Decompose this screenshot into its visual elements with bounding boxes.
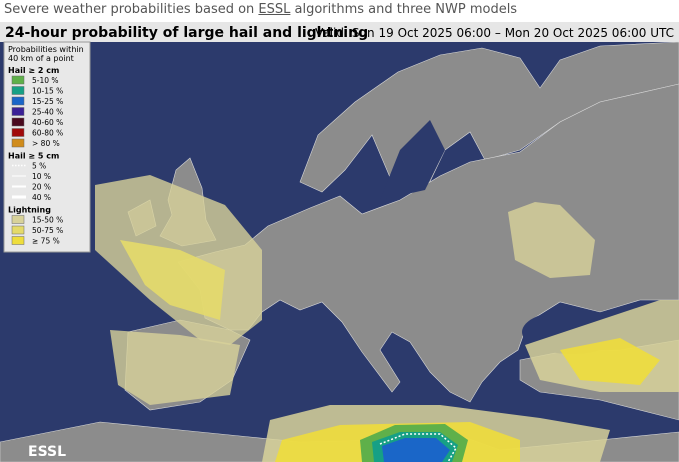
caption-text: Severe weather probabilities based on [4,2,259,17]
hail-areas [360,424,468,462]
legend-swatch [11,225,25,235]
legend-label: 10-15 % [32,87,63,96]
legend-group-title: Hail ≥ 5 cm [8,152,59,161]
legend-label: 40 % [32,193,51,202]
legend-label: > 80 % [32,139,60,148]
caption: Severe weather probabilities based on ES… [4,2,517,17]
legend-label: 60-80 % [32,129,63,138]
legend-label: 10 % [32,172,51,181]
legend-label: 15-25 % [32,97,63,106]
legend-label: 5-10 % [32,76,59,85]
lightning-areas [95,175,679,462]
legend-swatch [11,107,25,116]
legend-swatch [11,138,25,148]
legend-label: 15-50 % [32,216,63,225]
legend-swatch [11,215,25,224]
logo: ESSL [28,444,66,460]
legend-swatch [11,75,25,85]
legend-label: 25-40 % [32,108,63,117]
legend-swatch [11,86,25,95]
map-title: 24-hour probability of large hail and li… [5,25,368,41]
legend-label: ≥ 75 % [32,237,60,246]
caption-link[interactable]: ESSL [258,2,291,17]
legend-label: 40-60 % [32,118,63,127]
legend-group-title: Lightning [8,206,51,215]
legend-swatch [11,96,25,106]
legend-group-title: Hail ≥ 2 cm [8,66,59,75]
legend-intro: Probabilities within [8,45,84,54]
legend-swatch [11,236,25,245]
legend-label: 20 % [32,183,51,192]
legend-label: 5 % [32,162,46,171]
legend-swatch [11,128,25,137]
legend-swatch [11,117,25,127]
valid-time: Valid: Sun 19 Oct 2025 06:00 – Mon 20 Oc… [315,26,674,40]
caption-text: algorithms and three NWP models [290,2,518,17]
title-bar [0,22,679,42]
legend-label: 50-75 % [32,226,63,235]
map-area [0,41,679,462]
baltic-sea [380,120,445,200]
legend-intro: 40 km of a point [8,54,74,63]
